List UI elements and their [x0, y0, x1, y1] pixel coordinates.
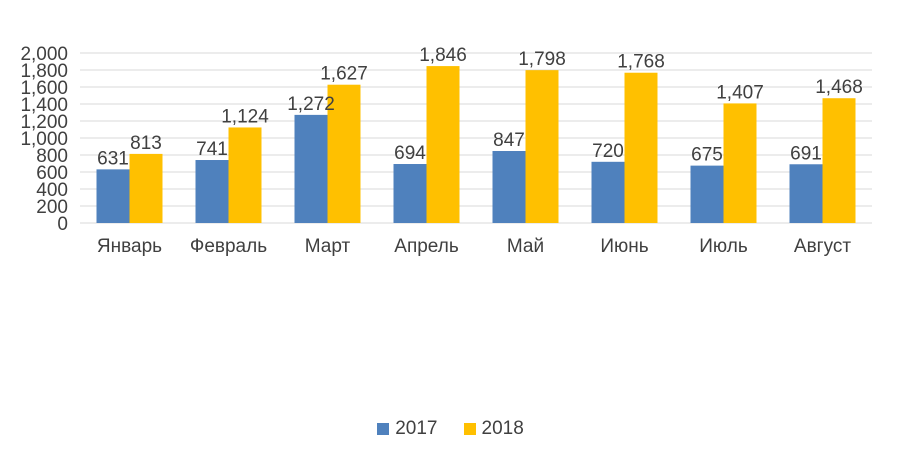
data-label-2018-4: 1,798 [518, 49, 566, 70]
bar-2018-0 [129, 153, 163, 223]
bars [96, 66, 856, 223]
y-tick-label: 1,400 [20, 95, 68, 116]
x-tick-label: Июнь [600, 236, 648, 257]
legend-swatch-2018 [463, 423, 476, 435]
data-label-2017-7: 691 [790, 143, 822, 164]
x-tick-label: Март [305, 236, 351, 257]
data-label-2017-4: 847 [493, 130, 525, 151]
legend-item-2017: 2017 [377, 418, 438, 440]
legend-item-2018: 2018 [463, 418, 524, 440]
data-label-2017-0: 631 [97, 148, 129, 169]
legend-label-2017: 2017 [395, 418, 438, 439]
x-tick-label: Январь [97, 236, 162, 257]
bar-2017-5 [591, 161, 625, 223]
y-tick-label: 0 [57, 214, 68, 235]
data-label-2018-3: 1,846 [419, 45, 467, 66]
y-tick-label: 1,800 [20, 61, 68, 82]
y-tick-label: 2,000 [20, 44, 68, 65]
bar-2017-6 [690, 165, 724, 223]
y-tick-label: 800 [36, 146, 68, 167]
data-label-2017-3: 694 [394, 143, 426, 164]
data-label-2018-0: 813 [130, 133, 162, 154]
bar-2017-2 [294, 114, 328, 223]
bar-2018-6 [723, 103, 757, 223]
x-tick-label: Февраль [190, 236, 267, 257]
data-label-2018-2: 1,627 [320, 64, 368, 85]
data-label-2017-6: 675 [691, 145, 723, 166]
bar-2017-3 [393, 164, 427, 223]
y-axis-ticks: 02004006008001,0001,2001,4001,6001,8002,… [20, 44, 68, 235]
data-label-2017-5: 720 [592, 141, 624, 162]
bar-2017-7 [789, 164, 823, 223]
y-tick-label: 200 [36, 197, 68, 218]
legend-label-2018: 2018 [481, 418, 524, 439]
x-axis-ticks: Январь Февраль Март Апрель Май Июнь Июль Август [97, 236, 851, 257]
data-label-2017-2: 1,272 [287, 94, 335, 115]
bar-2018-3 [426, 66, 460, 223]
data-label-2018-6: 1,407 [716, 82, 764, 103]
data-label-2017-1: 741 [196, 139, 228, 160]
bar-2018-1 [228, 127, 262, 223]
data-label-2018-7: 1,468 [815, 77, 863, 98]
bar-2018-2 [327, 84, 361, 223]
y-tick-label: 1,200 [20, 112, 68, 133]
x-tick-label: Июль [699, 236, 748, 257]
bar-2018-4 [525, 70, 559, 223]
data-label-2018-5: 1,768 [617, 52, 665, 73]
legend: 2017 2018 [0, 418, 901, 440]
bar-2017-1 [195, 160, 229, 223]
y-tick-label: 1,600 [20, 78, 68, 99]
y-tick-label: 600 [36, 163, 68, 184]
bar-2018-7 [822, 98, 856, 223]
data-label-2018-1: 1,124 [221, 106, 269, 127]
y-tick-label: 1,000 [20, 129, 68, 150]
bar-2018-5 [624, 72, 658, 223]
x-tick-label: Август [794, 236, 851, 257]
legend-swatch-2017 [377, 423, 390, 435]
x-tick-label: Апрель [394, 236, 459, 257]
bar-2017-4 [492, 151, 526, 223]
y-tick-label: 400 [36, 180, 68, 201]
x-tick-label: Май [507, 236, 544, 257]
bar-2017-0 [96, 169, 130, 223]
